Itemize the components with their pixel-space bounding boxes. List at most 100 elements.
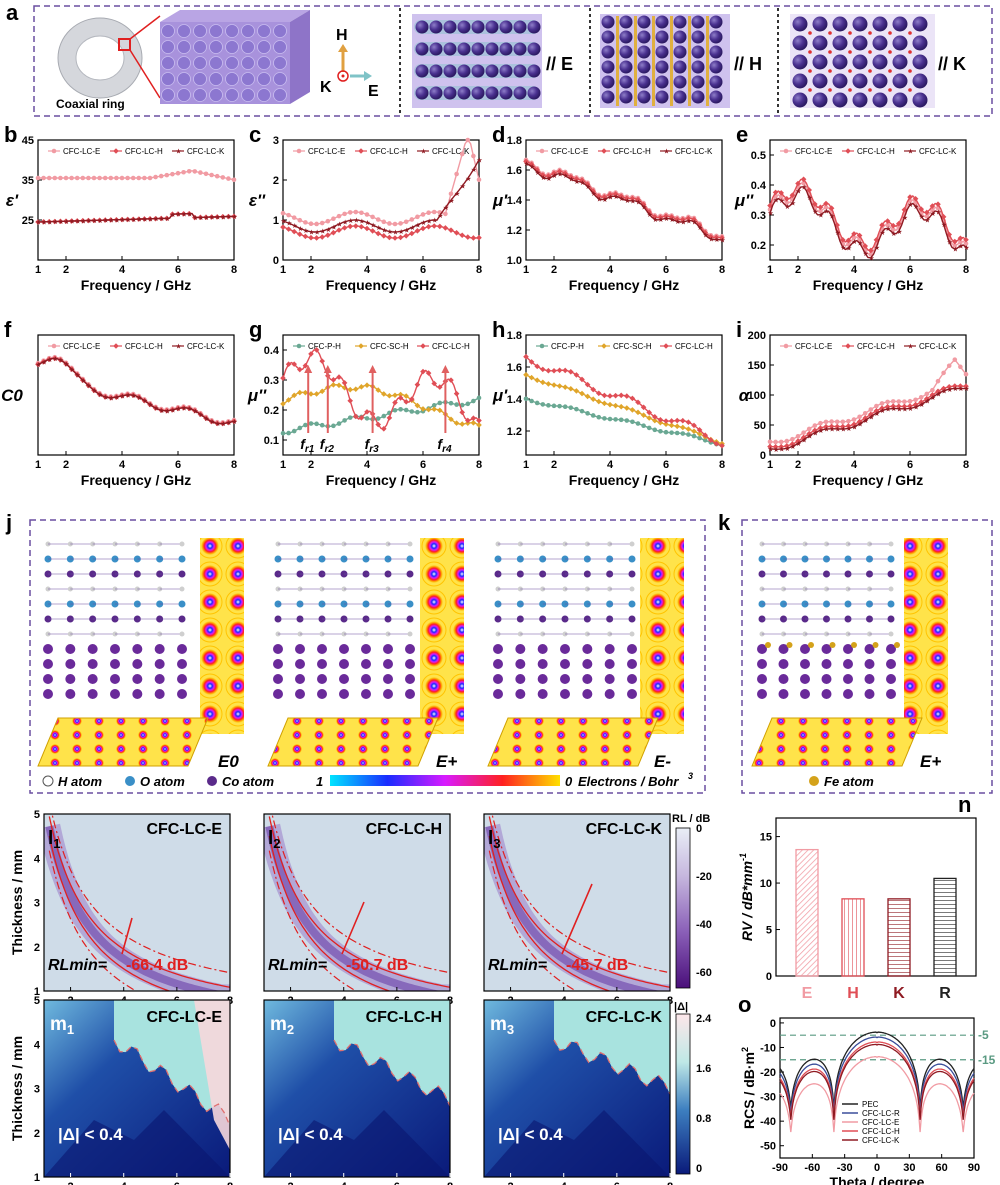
fr-label: fr1 <box>300 436 315 455</box>
y-tick-label: 3 <box>34 1084 40 1096</box>
atom <box>560 644 570 654</box>
atom <box>582 659 593 669</box>
data-point <box>556 383 563 389</box>
data-point: ★ <box>658 216 664 224</box>
data-point <box>63 175 69 181</box>
data-point: ★ <box>131 392 137 400</box>
lattice-block <box>160 10 310 104</box>
panel-b: b 1 2 4 6 8 25 35 45 Frequency / GHz ε' CFC-LC-E CFC… <box>4 122 238 293</box>
atom <box>87 644 98 654</box>
data-point <box>291 215 297 220</box>
data-point <box>896 403 902 410</box>
series-line <box>525 162 723 241</box>
data-point <box>192 169 198 174</box>
data-point: ★ <box>448 197 454 205</box>
rl-colorbar: RL / dB0 -20 -40 -60 <box>672 813 712 989</box>
data-point <box>465 417 471 424</box>
data-point <box>767 439 773 445</box>
data-point <box>476 422 482 428</box>
data-point <box>381 219 387 225</box>
data-point <box>476 234 482 241</box>
data-point <box>784 195 790 202</box>
panel-label-n: n <box>958 792 971 817</box>
data-point <box>420 225 426 232</box>
y-tick-label: 1 <box>273 215 279 227</box>
data-point: ★ <box>714 236 720 244</box>
data-point: ★ <box>773 446 779 454</box>
lattice-particle <box>892 92 908 108</box>
lattice-particle <box>792 16 808 32</box>
data-point <box>539 343 545 349</box>
data-point <box>91 175 97 181</box>
data-point <box>409 217 415 222</box>
data-point <box>358 343 364 349</box>
y-axis-label: μ' <box>492 386 508 405</box>
data-point: ★ <box>807 433 813 441</box>
data-point: ★ <box>175 405 181 413</box>
data-point <box>584 381 591 388</box>
data-point <box>97 175 102 181</box>
y-tick-label: 1.6 <box>507 165 522 177</box>
data-point <box>696 427 703 433</box>
lattice-particle <box>637 60 651 74</box>
y-tick-label: 35 <box>22 175 34 187</box>
data-point: ★ <box>192 407 198 415</box>
data-point: ★ <box>773 196 779 204</box>
data-point <box>629 395 636 402</box>
atom <box>627 644 637 654</box>
atom <box>407 586 413 592</box>
atom <box>154 689 165 699</box>
atom <box>886 689 896 699</box>
data-point <box>453 390 460 397</box>
x-axis-label: Frequency / GHz <box>326 472 436 488</box>
fr-arrowhead <box>323 365 332 373</box>
axis-k-label: K <box>320 79 332 96</box>
atom <box>406 615 414 623</box>
data-point: ★ <box>342 218 348 226</box>
lattice-particle <box>912 16 928 32</box>
data-point: ★ <box>874 410 880 418</box>
data-point <box>635 399 641 406</box>
x-tick-label: 2 <box>63 459 69 471</box>
legend-o-atom: O atom <box>140 774 185 789</box>
data-point <box>585 411 590 416</box>
low-delta-region <box>554 1000 670 1095</box>
data-point <box>862 243 868 249</box>
x-tick-label: 8 <box>476 264 482 276</box>
data-point <box>818 208 823 214</box>
data-point: ★ <box>181 404 187 412</box>
data-point <box>297 366 303 373</box>
charge-density-strip <box>640 538 684 734</box>
lattice-particle <box>709 90 723 104</box>
data-point: ★ <box>359 217 365 225</box>
block-particle <box>273 40 287 54</box>
data-point: ★ <box>58 357 64 365</box>
delta-contour <box>553 1039 670 1095</box>
data-point <box>828 205 835 212</box>
field-point-k <box>828 31 832 35</box>
data-point: ★ <box>851 423 857 431</box>
lattice-particle <box>892 35 908 51</box>
bar-R <box>933 877 957 977</box>
lattice-particle <box>792 73 808 89</box>
data-point <box>302 389 309 396</box>
data-point <box>308 234 314 241</box>
panel-label-b: b <box>4 122 17 147</box>
lattice-particle <box>872 16 888 32</box>
data-point <box>358 384 365 390</box>
lattice-particle <box>499 42 513 56</box>
high-delta-region <box>194 1000 230 1150</box>
data-point <box>465 401 471 407</box>
data-point: ★ <box>198 411 204 419</box>
data-point <box>879 222 885 228</box>
data-point: ★ <box>114 394 120 402</box>
data-point: ★ <box>840 426 846 434</box>
series-line <box>769 387 966 450</box>
legend-h-atom: H atom <box>58 774 103 789</box>
data-point <box>359 210 364 216</box>
atom <box>864 689 875 699</box>
data-point: ★ <box>907 343 913 351</box>
data-point: ★ <box>829 212 835 220</box>
